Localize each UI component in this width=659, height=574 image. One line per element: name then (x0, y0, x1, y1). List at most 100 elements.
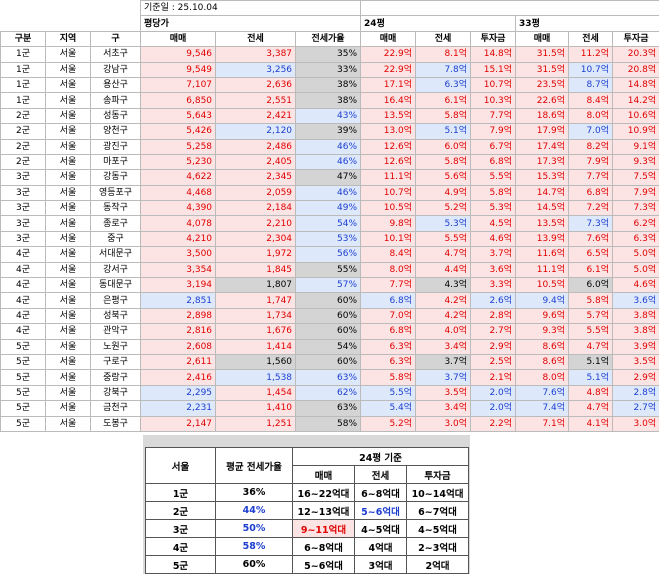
column-header: 전세 (215, 30, 297, 48)
label-cell: 1군 (0, 92, 46, 109)
value-cell: 17.3억 (515, 153, 570, 171)
value-cell: 12.6억 (360, 138, 417, 155)
value-cell: 13.0억 (360, 123, 417, 140)
value-cell: 4,390 (140, 200, 217, 217)
value-cell: 7.3억 (568, 215, 614, 232)
value-cell: 14.5억 (515, 200, 570, 217)
value-cell: 2.8억 (470, 307, 517, 325)
value-cell: 22.6억 (515, 92, 570, 109)
column-header: 투자금 (612, 30, 659, 48)
value-cell: 43% (295, 107, 362, 125)
value-cell: 17.1억 (360, 76, 417, 94)
value-cell: 8.2억 (568, 138, 614, 155)
header-row: 기준일 : 25.10.04 (1, 0, 659, 17)
column-header: 매매 (515, 30, 570, 48)
value-cell: 8.0억 (360, 261, 417, 279)
value-cell: 6.3억 (415, 76, 472, 94)
summary-cell: 16~22억대 (292, 483, 355, 502)
value-cell: 5,230 (140, 153, 217, 171)
blank (360, 0, 659, 17)
summary-cell: 2~3억대 (405, 537, 470, 556)
group-header: 24평 (360, 15, 517, 32)
label-cell: 서울 (45, 123, 91, 140)
value-cell: 6.8억 (360, 323, 417, 340)
value-cell: 17.4억 (515, 138, 570, 155)
value-cell: 2,608 (140, 338, 217, 355)
label-cell: 서울 (45, 400, 91, 417)
label-cell: 서초구 (89, 46, 142, 63)
value-cell: 8.1억 (415, 46, 472, 63)
value-cell: 2,421 (215, 107, 297, 125)
label-cell: 서울 (45, 61, 91, 78)
data-row: 3군 서울 영등포구 4,468 2,059 46% 10.7억 4.9억 5.8억 14.7억 6… (0, 184, 659, 202)
value-cell: 6.0억 (568, 277, 614, 294)
label-cell: 용산구 (89, 76, 142, 94)
data-row: 2군 서울 광진구 5,258 2,486 46% 12.6억 6.0억 6.7억 17.4억 8.… (0, 138, 659, 155)
value-cell: 7.7억 (568, 169, 614, 186)
data-row: 3군 서울 강동구 4,622 2,345 47% 11.1억 5.6억 5.5억 15.3억 7.… (0, 169, 659, 186)
value-cell: 7.6억 (515, 384, 570, 402)
value-cell: 10.3억 (470, 92, 517, 109)
value-cell: 6.3억 (612, 230, 659, 248)
label-cell: 서울 (45, 277, 91, 294)
value-cell: 7.9억 (470, 123, 517, 140)
label-cell: 3군 (0, 215, 46, 232)
label-cell: 서울 (45, 323, 91, 340)
value-cell: 3,500 (140, 246, 217, 263)
value-cell: 5.5억 (415, 230, 472, 248)
label-cell: 서울 (45, 338, 91, 355)
value-cell: 5.1억 (568, 369, 614, 386)
value-cell: 10.6억 (612, 107, 659, 125)
value-cell: 2,416 (140, 369, 217, 386)
value-cell: 60% (295, 353, 362, 371)
value-cell: 2,851 (140, 292, 217, 309)
value-cell: 5.0억 (612, 246, 659, 263)
value-cell: 46% (295, 138, 362, 155)
value-cell: 1,414 (215, 338, 297, 355)
summary-cell: 44% (215, 501, 293, 520)
summary-cell: 10~14억대 (405, 483, 470, 502)
value-cell: 4.0억 (415, 323, 472, 340)
value-cell: 57% (295, 277, 362, 294)
data-row: 5군 서울 도봉구 2,147 1,251 58% 5.2억 3.0억 2.2억 7.1억 4.1억… (0, 415, 659, 432)
label-cell: 종로구 (89, 215, 142, 232)
value-cell: 2.7억 (612, 400, 659, 417)
value-cell: 55% (295, 261, 362, 279)
value-cell: 56% (295, 246, 362, 263)
value-cell: 53% (295, 230, 362, 248)
value-cell: 7.3억 (612, 200, 659, 217)
value-cell: 4,078 (140, 215, 217, 232)
value-cell: 5.4억 (360, 400, 417, 417)
label-cell: 서울 (45, 184, 91, 202)
value-cell: 14.8억 (470, 46, 517, 63)
summary-cell: 3군 (145, 519, 216, 538)
value-cell: 8.0억 (568, 107, 614, 125)
group-header: 평당가 (140, 15, 362, 32)
price-table: 기준일 : 25.10.04 평당가 24평 33평 구분 지역 구 매매 전세 전세가율 매매 전세… (0, 0, 659, 432)
value-cell: 9.3억 (612, 153, 659, 171)
value-cell: 14.8억 (612, 76, 659, 94)
label-cell: 서울 (45, 46, 91, 63)
value-cell: 2,304 (215, 230, 297, 248)
value-cell: 6.8억 (568, 184, 614, 202)
value-cell: 6.5억 (568, 246, 614, 263)
label-cell: 서울 (45, 369, 91, 386)
value-cell: 7.5억 (612, 169, 659, 186)
value-cell: 22.9억 (360, 61, 417, 78)
value-cell: 11.2억 (568, 46, 614, 63)
value-cell: 47% (295, 169, 362, 186)
value-cell: 2,636 (215, 76, 297, 94)
value-cell: 2.2억 (470, 415, 517, 432)
data-row: 2군 서울 양천구 5,426 2,120 39% 13.0억 5.1억 7.9억 17.9억 7.… (0, 123, 659, 140)
base-date: 기준일 : 25.10.04 (140, 0, 362, 17)
value-cell: 5.8억 (415, 107, 472, 125)
data-row: 4군 서울 성북구 2,898 1,734 60% 7.0억 4.2억 2.8억 9.6억 5.7억… (0, 307, 659, 325)
summary-cell: 6~8억대 (292, 537, 355, 556)
value-cell: 5.8억 (470, 184, 517, 202)
summary-cell: 4억대 (354, 537, 407, 556)
label-cell: 도봉구 (89, 415, 142, 432)
label-cell: 1군 (0, 46, 46, 63)
value-cell: 2.7억 (470, 323, 517, 340)
data-row: 2군 서울 성동구 5,643 2,421 43% 13.5억 5.8억 7.7억 18.6억 8.… (0, 107, 659, 125)
value-cell: 8.6억 (515, 338, 570, 355)
